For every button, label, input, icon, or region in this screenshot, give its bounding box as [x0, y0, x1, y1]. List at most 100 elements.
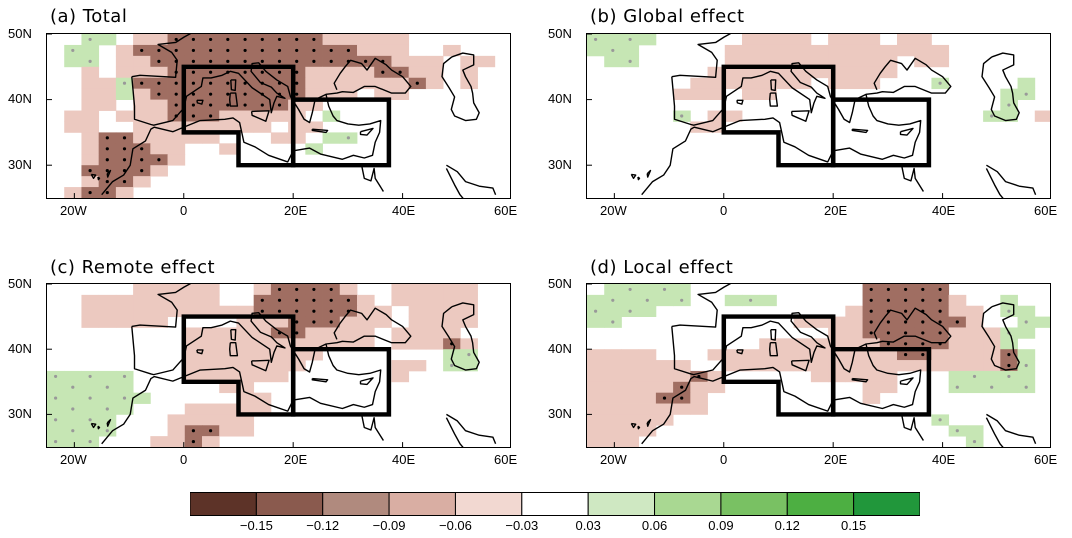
- grid-cell: [219, 305, 237, 317]
- grid-cell: [408, 284, 427, 296]
- grid-cell: [845, 34, 863, 46]
- significance-dot: [1024, 92, 1028, 96]
- grid-cell: [150, 132, 168, 144]
- east-med-box: [830, 346, 932, 417]
- significance-dot: [209, 114, 213, 118]
- grid-cell: [862, 381, 881, 394]
- grid-cell: [357, 77, 375, 90]
- significance-dot: [88, 418, 92, 422]
- grid-cell: [64, 392, 82, 404]
- significance-dot: [329, 298, 333, 302]
- significance-dot: [209, 37, 213, 42]
- significance-dot: [990, 385, 994, 389]
- grid-cell: [357, 34, 375, 46]
- x-tick-label: 0: [180, 452, 188, 467]
- grid-cell: [98, 294, 117, 307]
- coastline: [986, 164, 1037, 195]
- grid-cell: [115, 187, 134, 198]
- y-tick-label: 30N: [548, 157, 572, 172]
- coastline: [359, 127, 374, 136]
- significance-dot: [398, 70, 402, 74]
- grid-cell: [305, 338, 323, 350]
- grid-cell: [845, 44, 863, 57]
- grid-cell: [219, 338, 237, 350]
- grid-cell: [587, 360, 605, 372]
- grid-cell: [621, 349, 640, 361]
- grid-cell: [408, 55, 427, 68]
- grid-cell: [64, 55, 82, 68]
- coastline: [790, 110, 810, 122]
- grid-cell: [862, 55, 881, 68]
- coastline: [131, 307, 412, 376]
- grid-cell: [742, 66, 760, 79]
- significance-dot: [869, 309, 873, 313]
- grid-cell: [98, 99, 117, 111]
- map-svg: [47, 34, 497, 198]
- grid-cell: [133, 99, 151, 111]
- grid-cell: [253, 392, 272, 404]
- grid-cell: [408, 305, 427, 317]
- significance-dot: [260, 103, 264, 107]
- significance-dot: [157, 59, 161, 63]
- grid-cell: [828, 327, 846, 339]
- grid-cell: [219, 425, 237, 437]
- grid-cell: [845, 55, 863, 68]
- grid-cell: [707, 381, 726, 394]
- grid-cell: [604, 414, 622, 426]
- significance-dot: [628, 287, 632, 291]
- significance-dot: [122, 136, 127, 140]
- grid-cell: [202, 338, 220, 350]
- significance-dot: [749, 298, 753, 302]
- significance-dot: [105, 180, 109, 184]
- significance-dot: [921, 331, 925, 335]
- grid-cell: [810, 316, 829, 328]
- grid-cell: [604, 360, 622, 372]
- x-tick-label: 20E: [284, 452, 308, 467]
- grid-cell: [673, 403, 691, 415]
- significance-dot: [594, 309, 598, 313]
- significance-dot: [174, 37, 178, 42]
- significance-dot: [886, 287, 890, 291]
- coastline: [97, 176, 101, 181]
- grid-cell: [115, 403, 134, 415]
- significance-dot: [260, 298, 264, 302]
- significance-dot: [140, 158, 144, 162]
- grid-cell: [184, 327, 203, 339]
- significance-dot: [277, 48, 282, 52]
- grid-cell: [391, 77, 410, 90]
- grid-cell: [604, 34, 622, 46]
- grid-cell: [236, 338, 255, 350]
- grid-cell: [81, 294, 100, 307]
- grid-cell: [742, 44, 760, 57]
- grid-cell: [133, 55, 151, 68]
- coastline: [360, 165, 384, 192]
- grid-cell: [776, 77, 795, 90]
- west-med-box: [181, 64, 296, 168]
- grid-cell: [357, 44, 375, 57]
- grid-cell: [638, 284, 657, 296]
- grid-cell: [965, 316, 984, 328]
- grid-cell: [845, 316, 863, 328]
- grid-cell: [253, 403, 272, 415]
- grid-cell: [460, 284, 478, 296]
- significance-dot: [329, 59, 333, 63]
- significance-dot: [312, 59, 316, 63]
- grid-cell: [425, 316, 444, 328]
- grid-cell: [219, 349, 237, 361]
- map-area: [586, 283, 1051, 448]
- grid-cell: [81, 425, 100, 437]
- grid-cell: [793, 66, 812, 79]
- grid-cell: [443, 44, 461, 57]
- coastline: [900, 414, 924, 441]
- grid-cell: [184, 121, 203, 133]
- coastline: [311, 128, 329, 134]
- grid-cell: [724, 349, 743, 361]
- coastline: [229, 342, 239, 357]
- significance-dot: [191, 70, 195, 74]
- grid-cell: [288, 338, 306, 350]
- grid-cell: [133, 88, 151, 100]
- grid-cell: [443, 284, 461, 296]
- grid-cell: [219, 121, 237, 133]
- grid-cell: [184, 284, 203, 296]
- significance-dot: [662, 287, 667, 291]
